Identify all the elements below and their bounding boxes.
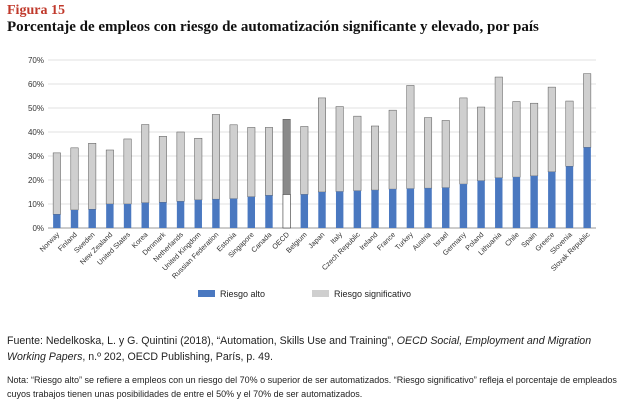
bar-riesgo-significativo	[265, 127, 273, 196]
bar-riesgo-significativo	[530, 102, 539, 177]
bar-riesgo-alto	[247, 196, 256, 228]
bar-riesgo-alto	[583, 147, 591, 228]
bar-riesgo-significativo	[424, 117, 433, 189]
bar-riesgo-alto	[565, 166, 574, 228]
bar-riesgo-alto	[548, 171, 556, 228]
figure-label: Figura 15	[7, 3, 65, 18]
bar-riesgo-alto	[477, 180, 485, 228]
bar-riesgo-alto	[212, 199, 220, 228]
bar-riesgo-significativo	[441, 120, 450, 188]
y-tick-label: 30%	[28, 152, 44, 161]
bar-riesgo-alto	[194, 199, 202, 228]
bar-riesgo-alto	[318, 192, 326, 228]
bar-riesgo-significativo	[583, 73, 592, 148]
bar-riesgo-alto	[442, 187, 450, 228]
y-tick-label: 70%	[28, 56, 44, 65]
bar-riesgo-alto	[53, 214, 61, 228]
y-tick-label: 40%	[28, 128, 44, 137]
x-tick-label: Ireland	[358, 230, 380, 252]
bar-riesgo-alto	[424, 188, 432, 228]
bar-riesgo-significativo	[229, 124, 238, 199]
bar-riesgo-significativo	[371, 125, 379, 191]
legend-label-riesgo-alto: Riesgo alto	[220, 289, 265, 299]
bar-riesgo-alto	[530, 175, 538, 228]
bar-riesgo-alto	[495, 177, 503, 228]
bar-riesgo-alto	[353, 190, 362, 228]
bar-riesgo-significativo	[105, 149, 114, 205]
x-tick-label: Chile	[503, 230, 521, 248]
legend-label-riesgo-significativo: Riesgo significativo	[334, 289, 411, 299]
bar-riesgo-significativo	[211, 114, 220, 200]
source-suffix: , n.º 202, OECD Publishing, París, p. 49…	[82, 351, 273, 363]
y-tick-label: 10%	[28, 200, 44, 209]
note-text: Nota: “Riesgo alto” se refiere a empleos…	[7, 375, 617, 399]
bar-riesgo-alto	[106, 204, 114, 228]
bar-riesgo-significativo	[247, 127, 256, 198]
bar-riesgo-significativo	[300, 126, 309, 195]
bar-riesgo-significativo	[123, 138, 132, 205]
bar-riesgo-alto	[123, 204, 132, 228]
y-tick-label: 0%	[32, 224, 44, 233]
source-prefix: Fuente: Nedelkoska, L. y G. Quintini (20…	[7, 335, 397, 347]
bar-riesgo-significativo	[353, 115, 362, 192]
legend-swatch-riesgo-significativo	[312, 290, 329, 297]
bar-riesgo-alto	[371, 190, 379, 228]
bar-riesgo-significativo	[512, 101, 521, 178]
bar-riesgo-alto	[459, 184, 468, 228]
legend-swatch-riesgo-alto	[198, 290, 215, 297]
y-tick-label: 60%	[28, 80, 44, 89]
bar-riesgo-significativo	[494, 76, 503, 179]
bar-riesgo-significativo	[477, 106, 486, 181]
bar-riesgo-alto	[88, 209, 96, 228]
bar-riesgo-significativo	[335, 106, 344, 192]
x-tick-label: Austria	[410, 230, 432, 252]
source-citation: Fuente: Nedelkoska, L. y G. Quintini (20…	[7, 333, 619, 365]
bar-riesgo-alto	[141, 202, 149, 228]
bar-riesgo-significativo	[52, 152, 61, 215]
bar-riesgo-alto	[406, 188, 415, 228]
bar-riesgo-significativo	[141, 124, 150, 204]
bar-riesgo-significativo	[318, 97, 326, 193]
y-tick-label: 50%	[28, 104, 44, 113]
bar-riesgo-alto	[388, 189, 397, 228]
bar-riesgo-alto	[229, 198, 238, 228]
bar-riesgo-significativo	[70, 147, 79, 211]
bar-riesgo-significativo	[406, 85, 415, 189]
x-tick-label: Japan	[306, 230, 326, 250]
bar-riesgo-alto	[159, 202, 167, 228]
bar-riesgo-significativo	[565, 100, 574, 167]
figure-title: Porcentaje de empleos con riesgo de auto…	[7, 19, 539, 35]
source-italic: OECD Social, Employment and Migration Wo…	[7, 335, 592, 363]
bar-riesgo-significativo	[547, 86, 556, 173]
bar-riesgo-significativo	[88, 143, 97, 210]
bar-riesgo-significativo	[176, 131, 185, 202]
bar-riesgo-alto	[300, 194, 309, 228]
bar-riesgo-significativo	[388, 109, 397, 190]
bar-riesgo-significativo	[459, 97, 468, 185]
bar-riesgo-alto	[176, 201, 185, 228]
bar-riesgo-significativo	[194, 137, 203, 201]
bar-riesgo-alto	[265, 195, 273, 228]
y-tick-label: 20%	[28, 176, 44, 185]
bar-riesgo-alto	[282, 194, 291, 229]
bar-riesgo-alto	[70, 210, 79, 228]
bar-riesgo-alto	[512, 177, 521, 228]
stacked-bar-chart: 0%10%20%30%40%50%60%70%NorwayFinlandSwed…	[28, 56, 596, 299]
x-tick-label: France	[375, 230, 397, 252]
bar-riesgo-significativo	[282, 119, 291, 195]
bar-riesgo-significativo	[158, 136, 167, 203]
bar-riesgo-alto	[335, 191, 344, 228]
